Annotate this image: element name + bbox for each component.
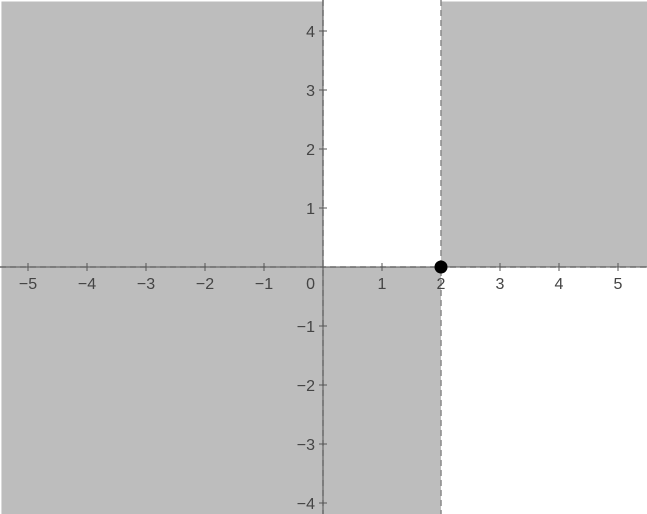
- y-tick-label: 3: [306, 83, 315, 100]
- x-tick-label: −2: [196, 276, 214, 293]
- y-tick-label: −3: [297, 437, 315, 454]
- point-1: [434, 260, 448, 274]
- y-tick-label: −2: [297, 378, 315, 395]
- x-tick-label: 5: [614, 276, 623, 293]
- tick-labels: −5 −4 −3 −2 −1 1 2 3 4 5 −4 −3 −2 −1 1 2 3 4 0: [19, 24, 623, 513]
- points: [434, 260, 448, 274]
- y-tick-label: 1: [306, 201, 315, 218]
- shaded-region-1: [1, 1, 323, 267]
- origin-label: 0: [306, 276, 315, 293]
- y-tick-label: −4: [297, 496, 315, 513]
- x-tick-label: 2: [437, 276, 446, 293]
- shaded-region-3: [323, 267, 441, 514]
- y-tick-label: 4: [306, 24, 315, 41]
- shaded-region-4: [441, 1, 647, 267]
- x-tick-label: −4: [78, 276, 96, 293]
- x-tick-label: 4: [555, 276, 564, 293]
- x-tick-label: −1: [255, 276, 273, 293]
- y-tick-label: 2: [306, 142, 315, 159]
- x-tick-label: −3: [137, 276, 155, 293]
- y-tick-label: −1: [297, 319, 315, 336]
- x-tick-label: 3: [496, 276, 505, 293]
- x-tick-label: 1: [378, 276, 387, 293]
- shaded-region-2: [1, 267, 323, 514]
- x-tick-label: −5: [19, 276, 37, 293]
